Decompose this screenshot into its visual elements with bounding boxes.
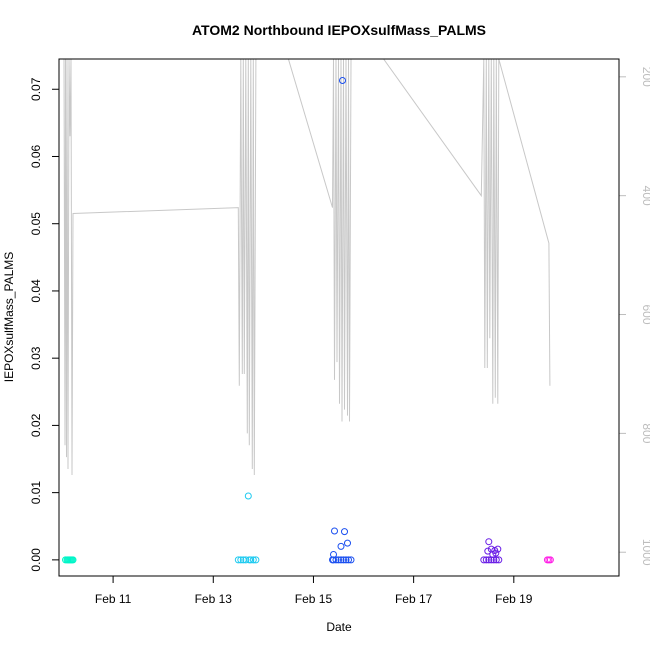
y2-axis: 200 400 600 800 1000: [619, 67, 650, 566]
data-point: [492, 549, 500, 557]
data-point: [337, 542, 345, 550]
y2-tick-label: 800: [640, 423, 650, 443]
y-tick-label: 0.01: [29, 481, 43, 505]
y-tick-label: 0.04: [29, 279, 43, 303]
y2-tick-label: 600: [640, 304, 650, 324]
x-tick-label: Feb 15: [295, 592, 333, 606]
x-tick-label: Feb 19: [495, 592, 533, 606]
chart-title: ATOM2 Northbound IEPOXsulfMass_PALMS: [192, 22, 486, 38]
y-tick-label: 0.05: [29, 212, 43, 236]
data-point: [249, 556, 257, 564]
y2-tick-label: 400: [640, 186, 650, 206]
x-axis: Feb 11 Feb 13 Feb 15 Feb 17 Feb 19: [95, 576, 533, 606]
data-point: [344, 539, 351, 547]
y-tick-label: 0.02: [29, 413, 43, 437]
data-point: [331, 527, 338, 535]
y-tick-label: 0.00: [29, 548, 43, 572]
data-point: [341, 528, 348, 536]
y-tick-label: 0.07: [29, 77, 43, 101]
data-point: [69, 556, 77, 564]
x-tick-label: Feb 11: [95, 592, 132, 606]
x-tick-label: Feb 17: [395, 592, 433, 606]
data-point: [335, 556, 342, 564]
data-point: [480, 556, 488, 564]
data-point: [339, 77, 346, 84]
x-tick-label: Feb 13: [195, 592, 233, 606]
y2-tick-label: 1000: [640, 539, 650, 566]
data-point: [342, 556, 350, 564]
x-axis-label: Date: [326, 620, 352, 634]
data-point: [330, 556, 337, 564]
pressure-trace: [63, 59, 551, 476]
data-point: [247, 556, 255, 564]
data-point: [337, 556, 345, 564]
data-point: [244, 492, 252, 500]
data-point: [330, 551, 337, 558]
y-tick-label: 0.03: [29, 346, 43, 370]
y-tick-label: 0.06: [29, 144, 43, 168]
data-point: [242, 556, 250, 564]
data-point: [482, 556, 490, 564]
data-point: [347, 556, 355, 564]
y2-tick-label: 200: [640, 67, 650, 87]
data-point: [234, 556, 242, 564]
data-point: [485, 556, 493, 564]
data-point: [492, 556, 500, 564]
data-point: [345, 556, 352, 564]
plot-frame: [58, 58, 620, 577]
data-point: [495, 556, 503, 564]
data-point: [485, 538, 493, 546]
data-point: [237, 556, 245, 564]
y-axis-label: IEPOXsulfMass_PALMS: [2, 252, 16, 383]
data-point: [340, 556, 347, 564]
data-point: [494, 545, 502, 553]
pressure-line: [63, 59, 551, 476]
y-axis: 0.00 0.01 0.02 0.03 0.04 0.05 0.06 0.07: [29, 77, 59, 572]
data-point: [484, 547, 492, 555]
data-point: [252, 556, 260, 564]
data-points: [62, 77, 554, 564]
data-point: [546, 556, 554, 564]
